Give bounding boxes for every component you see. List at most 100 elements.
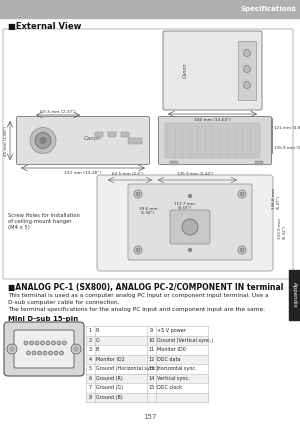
Circle shape — [29, 341, 34, 345]
Text: D-sub computer cable for connection.: D-sub computer cable for connection. — [8, 300, 119, 305]
Bar — [86, 374, 208, 383]
Circle shape — [7, 344, 17, 354]
Bar — [86, 383, 208, 393]
Text: 157: 157 — [143, 414, 157, 420]
Circle shape — [35, 133, 51, 148]
Bar — [86, 393, 208, 402]
Text: 1: 1 — [89, 328, 92, 333]
Circle shape — [35, 341, 39, 345]
Text: Canon: Canon — [84, 136, 102, 141]
Text: 59.3 mm (2.37"): 59.3 mm (2.37") — [40, 110, 76, 114]
Text: Mini D-sub 15-pin: Mini D-sub 15-pin — [8, 316, 78, 322]
FancyBboxPatch shape — [128, 184, 252, 260]
Text: ■External View: ■External View — [8, 22, 81, 31]
FancyBboxPatch shape — [4, 322, 84, 376]
Bar — [95, 132, 103, 137]
Text: Appendix: Appendix — [292, 282, 297, 308]
Circle shape — [30, 128, 56, 153]
Bar — [86, 364, 208, 374]
Text: G: G — [96, 338, 100, 343]
Text: 10: 10 — [148, 338, 154, 343]
Text: Ground (B): Ground (B) — [96, 395, 123, 400]
Bar — [86, 345, 208, 354]
Text: 4: 4 — [89, 357, 92, 362]
Bar — [121, 132, 129, 137]
Text: Monitor ID0: Monitor ID0 — [157, 347, 186, 352]
Text: 14: 14 — [148, 376, 154, 381]
Circle shape — [238, 190, 246, 198]
Circle shape — [38, 351, 41, 355]
Text: DDC data: DDC data — [157, 357, 181, 362]
Circle shape — [43, 351, 47, 355]
Text: Canon: Canon — [183, 63, 188, 78]
Text: Ground (R): Ground (R) — [96, 376, 123, 381]
Circle shape — [54, 351, 58, 355]
Text: Ground (G): Ground (G) — [96, 385, 123, 390]
Circle shape — [10, 347, 14, 351]
Circle shape — [238, 246, 246, 254]
Circle shape — [240, 248, 244, 252]
Text: 136.8 mm
(5.47"): 136.8 mm (5.47") — [272, 187, 281, 209]
Text: 8: 8 — [89, 395, 92, 400]
Circle shape — [32, 351, 36, 355]
FancyBboxPatch shape — [158, 116, 272, 164]
Circle shape — [26, 351, 31, 355]
FancyBboxPatch shape — [97, 175, 273, 271]
Circle shape — [24, 341, 28, 345]
Bar — [255, 161, 263, 165]
Circle shape — [49, 351, 52, 355]
Text: 12: 12 — [148, 357, 154, 362]
Circle shape — [57, 341, 61, 345]
Circle shape — [46, 341, 50, 345]
Text: Horizontal sync.: Horizontal sync. — [157, 366, 196, 371]
Circle shape — [40, 341, 44, 345]
Bar — [165, 123, 260, 158]
Circle shape — [62, 341, 67, 345]
Text: 5: 5 — [89, 366, 92, 371]
Text: 7: 7 — [89, 385, 92, 390]
Text: R: R — [96, 328, 99, 333]
Circle shape — [52, 341, 56, 345]
Bar — [86, 326, 208, 335]
FancyBboxPatch shape — [163, 31, 262, 110]
Circle shape — [244, 65, 250, 73]
Text: 340 mm (13.60"): 340 mm (13.60") — [194, 118, 231, 122]
Circle shape — [188, 249, 191, 252]
Circle shape — [136, 248, 140, 252]
Bar — [108, 132, 116, 137]
Circle shape — [244, 82, 250, 88]
Text: Specifications: Specifications — [240, 6, 296, 12]
Bar — [0, 0, 300, 18]
Text: 9: 9 — [150, 328, 153, 333]
FancyBboxPatch shape — [3, 29, 293, 279]
Text: 15: 15 — [148, 385, 154, 390]
Text: B: B — [96, 347, 99, 352]
Circle shape — [59, 351, 64, 355]
Bar — [86, 326, 208, 402]
FancyBboxPatch shape — [170, 210, 210, 244]
Circle shape — [188, 195, 191, 198]
Bar — [289, 270, 300, 320]
FancyBboxPatch shape — [16, 116, 149, 164]
Circle shape — [136, 192, 140, 196]
Circle shape — [244, 49, 250, 57]
Bar — [86, 354, 208, 364]
Text: Vertical sync.: Vertical sync. — [157, 376, 190, 381]
Text: +5 V power: +5 V power — [157, 328, 186, 333]
Text: ■ANALOG PC-1 (SX800), ANALOG PC-2/COMPONENT IN terminal: ■ANALOG PC-1 (SX800), ANALOG PC-2/COMPON… — [8, 283, 284, 292]
Circle shape — [134, 246, 142, 254]
Text: Screw Holes for Installation
of ceiling-mount hanger
(M4 x 5): Screw Holes for Installation of ceiling-… — [8, 213, 80, 230]
Text: 62.5 mm (2.5"): 62.5 mm (2.5") — [112, 172, 144, 176]
Text: 2: 2 — [89, 338, 92, 343]
Text: 135.9 mm (5.44"): 135.9 mm (5.44") — [177, 172, 213, 176]
Text: 13: 13 — [148, 366, 154, 371]
Text: 121 mm (4.84"): 121 mm (4.84") — [274, 126, 300, 130]
Text: 3: 3 — [89, 347, 92, 352]
Bar — [238, 41, 256, 100]
Text: 39.6 mm
(1.58"): 39.6 mm (1.58") — [139, 207, 157, 215]
Text: 6: 6 — [89, 376, 92, 381]
Text: 45 mm (1.80"): 45 mm (1.80") — [4, 125, 8, 156]
Circle shape — [240, 192, 244, 196]
Bar — [170, 161, 178, 165]
Text: Ground (Horizontal sync.): Ground (Horizontal sync.) — [96, 366, 159, 371]
